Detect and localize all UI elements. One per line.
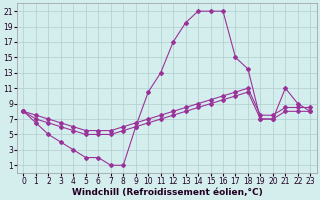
X-axis label: Windchill (Refroidissement éolien,°C): Windchill (Refroidissement éolien,°C) bbox=[72, 188, 262, 197]
